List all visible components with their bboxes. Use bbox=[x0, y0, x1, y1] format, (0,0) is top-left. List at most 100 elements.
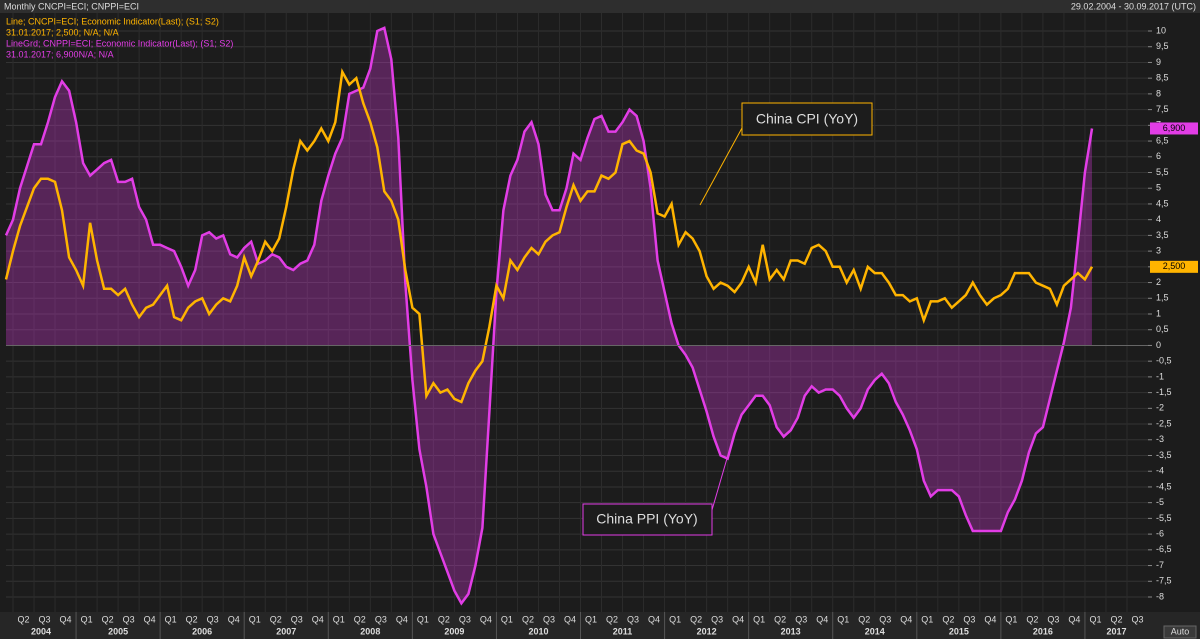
x-year-label: 2012 bbox=[697, 626, 717, 636]
chart-title: Monthly CNCPI=ECI; CNPPI=ECI bbox=[4, 1, 139, 11]
x-tick-label: Q1 bbox=[333, 614, 345, 624]
y-tick-label: 8,5 bbox=[1156, 73, 1169, 83]
y-tick-label: 2 bbox=[1156, 277, 1161, 287]
x-year-label: 2004 bbox=[31, 626, 51, 636]
x-tick-label: Q2 bbox=[690, 614, 702, 624]
x-tick-label: Q1 bbox=[417, 614, 429, 624]
x-tick-label: Q2 bbox=[606, 614, 618, 624]
auto-button-label[interactable]: Auto bbox=[1171, 626, 1190, 636]
line bbox=[4, 68, 1094, 404]
y-tick-label: 8 bbox=[1156, 88, 1161, 98]
x-tick-label: Q2 bbox=[270, 614, 282, 624]
last-value-label: 2,500 bbox=[1163, 261, 1186, 271]
x-tick-label: Q3 bbox=[39, 614, 51, 624]
x-year-label: 2010 bbox=[528, 626, 548, 636]
y-tick-label: 7,5 bbox=[1156, 104, 1169, 114]
legend-line: 31.01.2017; 2,500; N/A; N/A bbox=[6, 27, 119, 37]
x-tick-label: Q3 bbox=[795, 614, 807, 624]
x-tick-label: Q3 bbox=[375, 614, 387, 624]
x-tick-label: Q2 bbox=[186, 614, 198, 624]
y-tick-label: 4,5 bbox=[1156, 198, 1169, 208]
x-tick-label: Q3 bbox=[207, 614, 219, 624]
x-tick-label: Q2 bbox=[102, 614, 114, 624]
y-tick-label: -7,5 bbox=[1156, 576, 1172, 586]
annotation-box bbox=[582, 503, 713, 536]
x-tick-label: Q4 bbox=[396, 614, 408, 624]
x-year-label: 2013 bbox=[781, 626, 801, 636]
y-tick-label: 9 bbox=[1156, 57, 1161, 67]
x-tick-label: Q2 bbox=[522, 614, 534, 624]
x-tick-label: Q2 bbox=[438, 614, 450, 624]
x-year-label: 2005 bbox=[108, 626, 128, 636]
x-tick-label: Q2 bbox=[1026, 614, 1038, 624]
line bbox=[4, 26, 1094, 606]
y-tick-label: 9,5 bbox=[1156, 41, 1169, 51]
x-tick-label: Q4 bbox=[228, 614, 240, 624]
x-year-label: 2009 bbox=[444, 626, 464, 636]
x-tick-label: Q4 bbox=[60, 614, 72, 624]
x-tick-label: Q2 bbox=[942, 614, 954, 624]
x-tick-label: Q1 bbox=[921, 614, 933, 624]
x-tick-label: Q3 bbox=[963, 614, 975, 624]
auto-button[interactable] bbox=[1163, 625, 1197, 639]
x-tick-label: Q2 bbox=[354, 614, 366, 624]
x-tick-label: Q2 bbox=[774, 614, 786, 624]
area bbox=[6, 27, 1092, 604]
x-tick-label: Q3 bbox=[879, 614, 891, 624]
y-tick-label: 4 bbox=[1156, 214, 1161, 224]
x-tick-label: Q1 bbox=[501, 614, 513, 624]
x-year-label: 2016 bbox=[1033, 626, 1053, 636]
y-tick-label: -2,5 bbox=[1156, 418, 1172, 428]
header-bar bbox=[0, 0, 1200, 13]
y-tick-label: -0,5 bbox=[1156, 356, 1172, 366]
x-tick-label: Q1 bbox=[837, 614, 849, 624]
y-tick-label: -4 bbox=[1156, 466, 1164, 476]
x-tick-label: Q1 bbox=[165, 614, 177, 624]
y-tick-label: -6 bbox=[1156, 528, 1164, 538]
annotation: China CPI (YoY) bbox=[756, 111, 858, 127]
x-year-label: 2014 bbox=[865, 626, 885, 636]
y-tick-label: -3,5 bbox=[1156, 450, 1172, 460]
x-tick-label: Q1 bbox=[585, 614, 597, 624]
y-tick-label: 3,5 bbox=[1156, 230, 1169, 240]
annotation-box bbox=[741, 102, 873, 136]
x-year-label: 2015 bbox=[949, 626, 969, 636]
y-tick-label: 1 bbox=[1156, 308, 1161, 318]
x-tick-label: Q4 bbox=[984, 614, 996, 624]
x-tick-label: Q4 bbox=[144, 614, 156, 624]
x-tick-label: Q1 bbox=[753, 614, 765, 624]
annotation-leader bbox=[711, 454, 729, 511]
x-tick-label: Q4 bbox=[564, 614, 576, 624]
x-tick-label: Q4 bbox=[648, 614, 660, 624]
x-tick-label: Q4 bbox=[816, 614, 828, 624]
y-tick-label: 5,5 bbox=[1156, 167, 1169, 177]
x-tick-label: Q4 bbox=[312, 614, 324, 624]
x-year-label: 2007 bbox=[276, 626, 296, 636]
legend-line: LineGrd; CNPPI=ECI; Economic Indicator(L… bbox=[6, 38, 233, 48]
x-tick-label: Q4 bbox=[900, 614, 912, 624]
x-tick-label: Q2 bbox=[858, 614, 870, 624]
y-axis-band bbox=[1148, 13, 1200, 612]
x-tick-label: Q3 bbox=[459, 614, 471, 624]
x-year-label: 2011 bbox=[613, 626, 633, 636]
y-tick-label: 0,5 bbox=[1156, 324, 1169, 334]
date-range: 29.02.2004 - 30.09.2017 (UTC) bbox=[1071, 1, 1196, 11]
y-tick-label: 5 bbox=[1156, 183, 1161, 193]
x-tick-label: Q1 bbox=[249, 614, 261, 624]
last-value-tag bbox=[1150, 260, 1198, 273]
x-year-label: 2006 bbox=[192, 626, 212, 636]
x-tick-label: Q3 bbox=[291, 614, 303, 624]
y-tick-label: -1,5 bbox=[1156, 387, 1172, 397]
y-tick-label: -3 bbox=[1156, 434, 1164, 444]
annotation-leader bbox=[699, 127, 743, 206]
x-tick-label: Q3 bbox=[1131, 614, 1143, 624]
x-tick-label: Q1 bbox=[669, 614, 681, 624]
y-tick-label: -5,5 bbox=[1156, 513, 1172, 523]
y-tick-label: -4,5 bbox=[1156, 481, 1172, 491]
y-tick-label: -8 bbox=[1156, 591, 1164, 601]
x-tick-label: Q3 bbox=[543, 614, 555, 624]
y-tick-label: -2 bbox=[1156, 403, 1164, 413]
x-tick-label: Q1 bbox=[1089, 614, 1101, 624]
y-tick-label: 3 bbox=[1156, 245, 1161, 255]
